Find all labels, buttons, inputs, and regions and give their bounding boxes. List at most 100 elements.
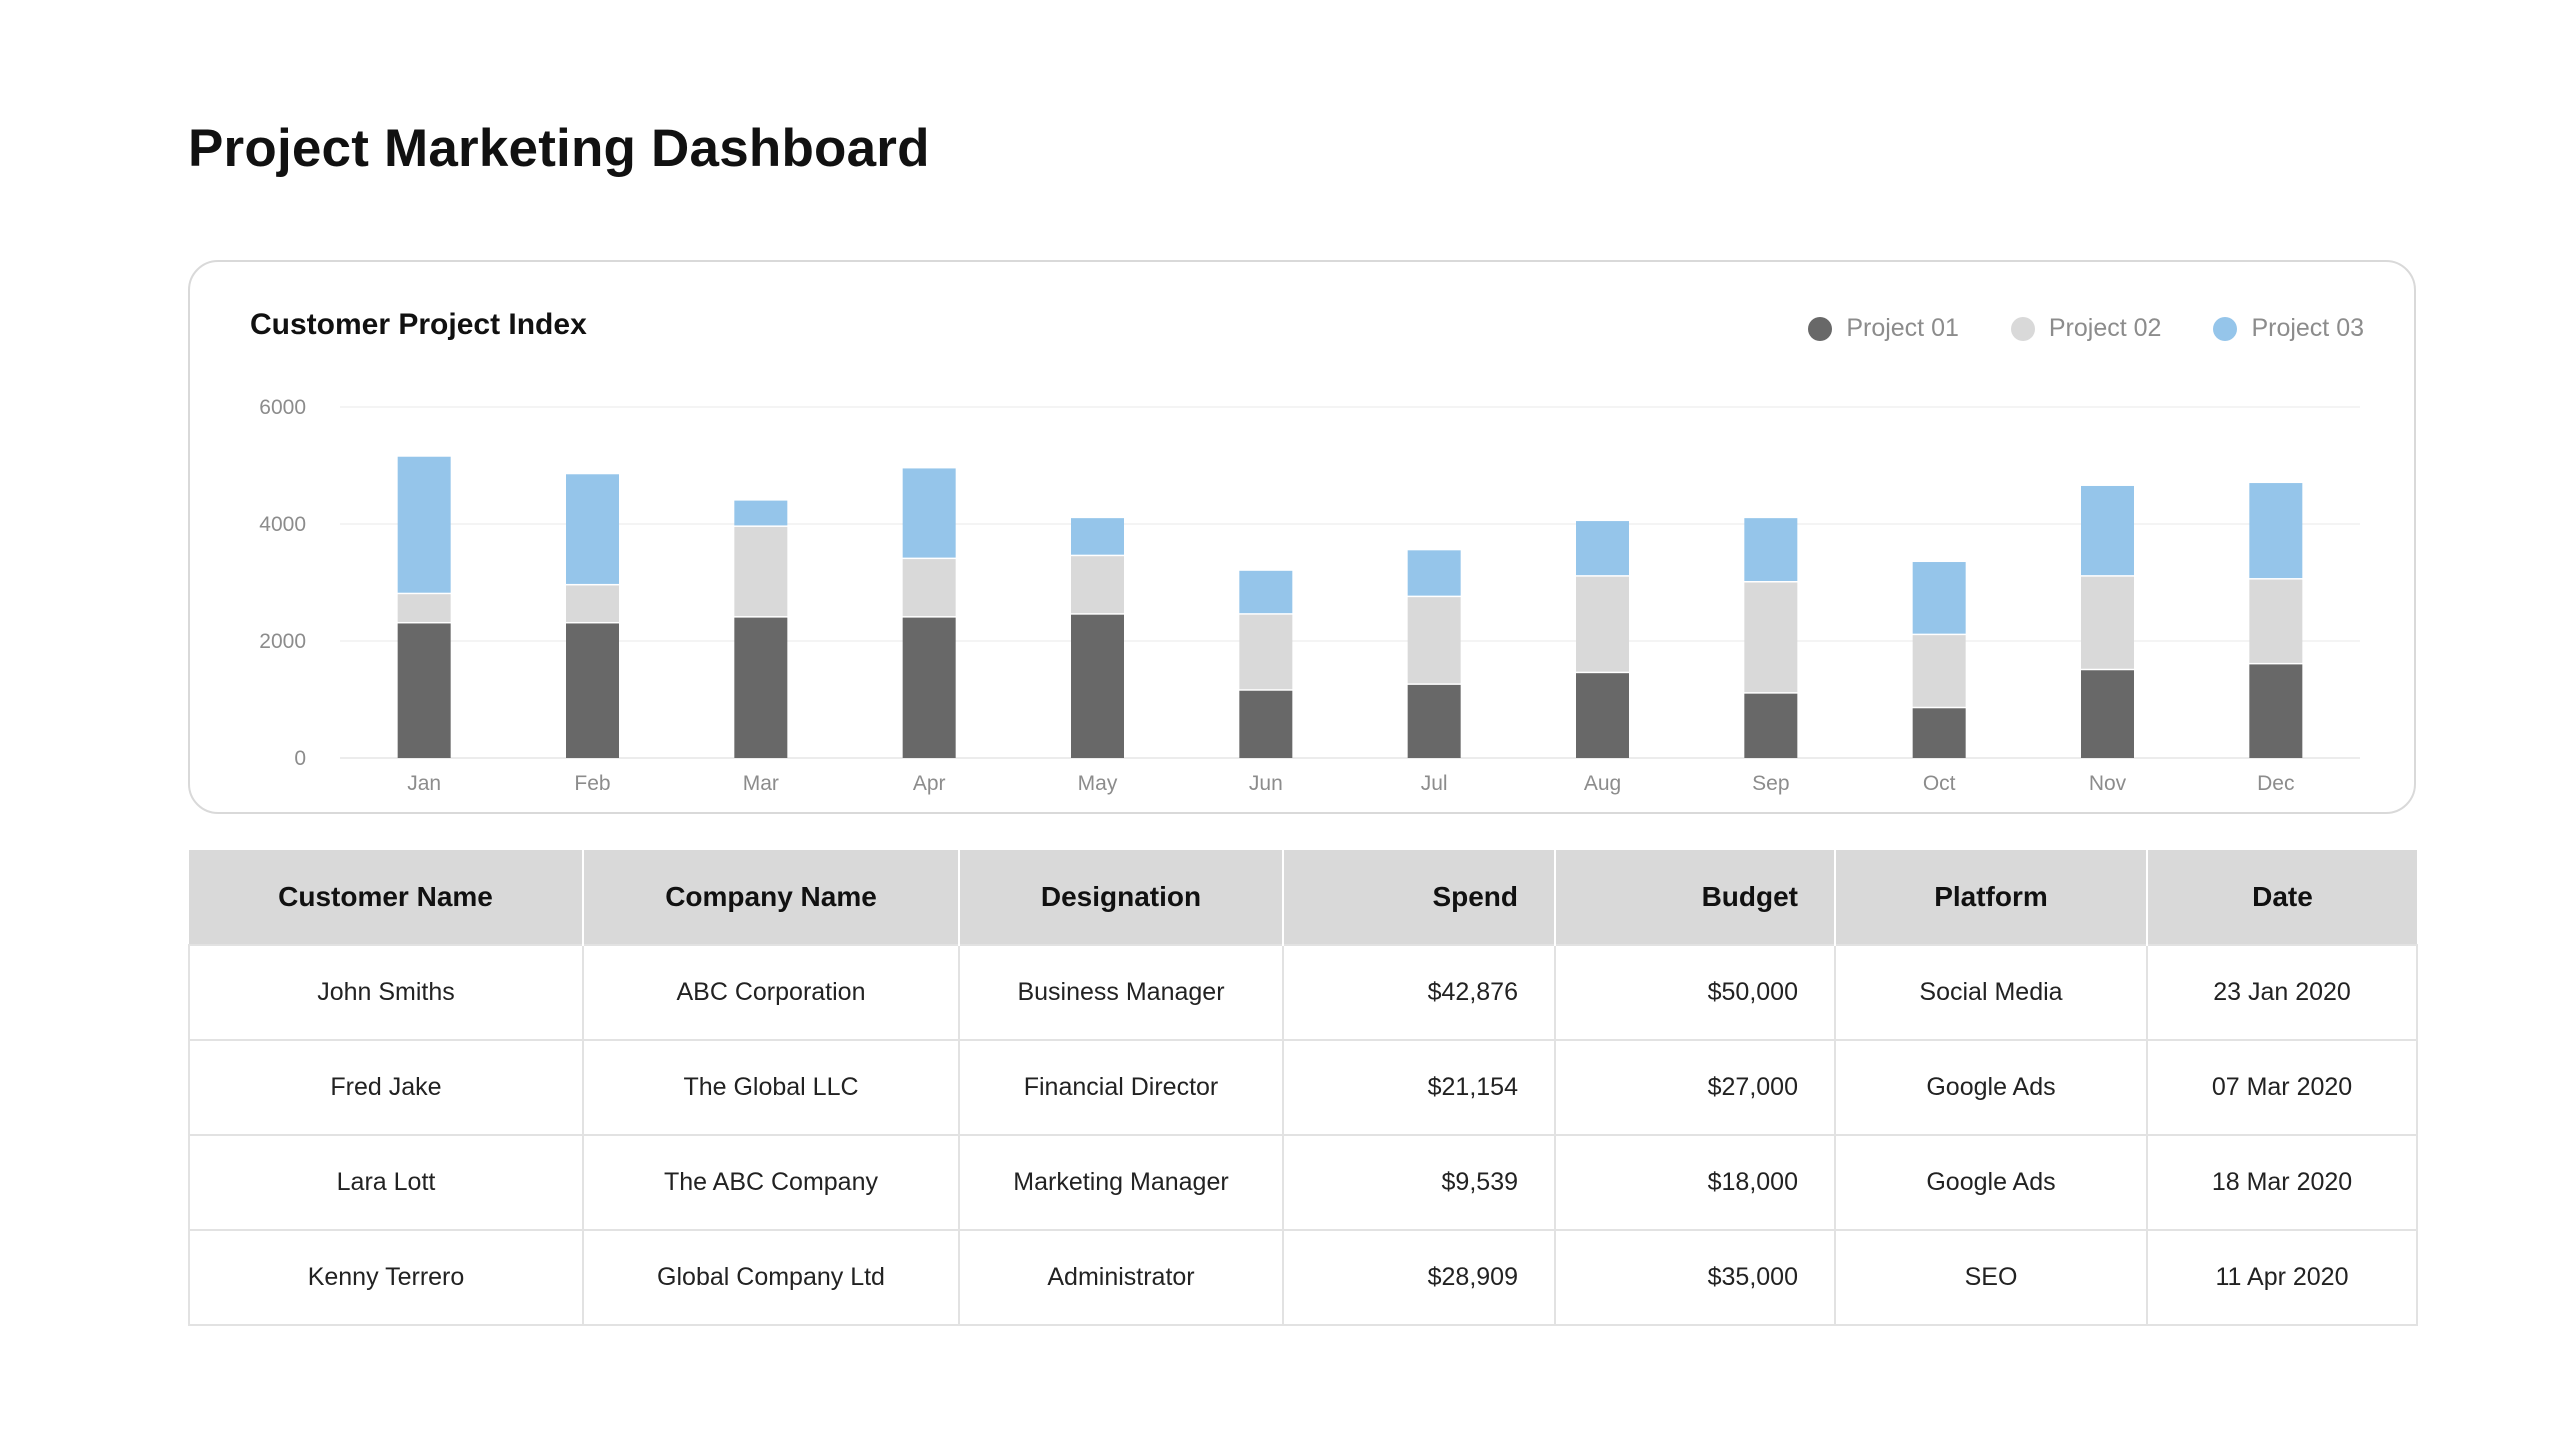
bar-project-03-feb[interactable] [566,474,619,584]
bar-project-03-nov[interactable] [2081,485,2134,576]
header-spend[interactable]: Spend [1282,850,1555,945]
table-row[interactable]: Lara Lott The ABC Company Marketing Mana… [188,1134,2418,1231]
bar-project-02-feb[interactable] [566,585,619,622]
bar-project-02-apr[interactable] [902,559,956,617]
cell-date: 18 Mar 2020 [2146,1134,2418,1231]
header-date[interactable]: Date [2146,850,2417,945]
x-tick-label: Nov [2089,772,2127,795]
bar-project-02-mar[interactable] [734,526,788,617]
cell-platform: Social Media [1834,944,2148,1041]
bar-project-01-jun[interactable] [1239,690,1293,758]
bar-project-02-sep[interactable] [1744,582,1798,693]
cell-budget: $35,000 [1554,1229,1836,1326]
bar-project-01-aug[interactable] [1576,673,1629,758]
bar-project-03-dec[interactable] [2249,483,2303,579]
x-tick-label: Sep [1752,772,1789,795]
legend-swatch-project-03 [2213,316,2238,341]
bar-project-01-jul[interactable] [1407,684,1461,758]
chart-card: Customer Project Index Project 01 Projec… [188,260,2416,814]
stacked-bar-chart: 0 2000 4000 6000 Jan Feb Mar Apr May Jun Jul Aug Se… [259,396,2360,795]
x-tick-label: Jan [407,772,441,795]
x-tick-label: Jun [1249,772,1283,795]
bar-project-02-jan[interactable] [397,594,451,622]
cell-platform: Google Ads [1834,1039,2148,1136]
bar-project-03-jul[interactable] [1407,550,1461,596]
bar-project-03-apr[interactable] [902,468,956,558]
header-designation[interactable]: Designation [958,850,1283,945]
bar-project-01-nov[interactable] [2081,670,2134,758]
bar-project-03-jan[interactable] [397,456,451,593]
bar-project-03-sep[interactable] [1744,518,1798,581]
cell-company-name: The ABC Company [582,1134,960,1231]
table-header-row: Customer Name Company Name Designation S… [189,850,2417,945]
x-tick-label: Feb [574,772,610,795]
bar-project-03-oct[interactable] [1912,562,1966,634]
legend-label-project-03: Project 03 [2251,314,2364,342]
cell-customer-name: Lara Lott [188,1134,584,1231]
cell-budget: $18,000 [1554,1134,1836,1231]
header-budget[interactable]: Budget [1554,850,1835,945]
x-tick-label: Dec [2257,772,2294,795]
cell-designation: Business Manager [958,944,1284,1041]
cell-customer-name: Fred Jake [188,1039,584,1136]
cell-company-name: ABC Corporation [582,944,960,1041]
cell-company-name: Global Company Ltd [582,1229,960,1326]
table-row[interactable]: John Smiths ABC Corporation Business Man… [188,944,2418,1041]
bar-project-02-oct[interactable] [1912,635,1966,707]
cell-customer-name: Kenny Terrero [188,1229,584,1326]
legend-swatch-project-02 [2010,316,2035,341]
table-row[interactable]: Fred Jake The Global LLC Financial Direc… [188,1039,2418,1136]
cell-spend: $9,539 [1282,1134,1556,1231]
legend-item-project-02[interactable]: Project 02 [2010,314,2162,343]
x-tick-label: Jul [1421,772,1448,795]
legend-label-project-01: Project 01 [1846,314,1959,342]
y-tick-label: 4000 [259,513,306,536]
bar-project-01-apr[interactable] [902,617,956,758]
cell-spend: $28,909 [1282,1229,1556,1326]
table-row[interactable]: Kenny Terrero Global Company Ltd Adminis… [188,1229,2418,1326]
cell-customer-name: John Smiths [188,944,584,1041]
bar-project-01-sep[interactable] [1744,693,1798,758]
legend-item-project-03[interactable]: Project 03 [2213,314,2364,343]
cell-designation: Administrator [958,1229,1284,1326]
y-tick-label: 6000 [259,396,306,419]
bar-project-03-jun[interactable] [1239,570,1293,614]
bar-project-01-may[interactable] [1071,614,1124,758]
bar-project-01-dec[interactable] [2249,664,2303,758]
bar-project-02-nov[interactable] [2081,576,2134,669]
bar-project-02-jun[interactable] [1239,614,1293,690]
bar-project-03-aug[interactable] [1576,521,1629,576]
bar-project-01-mar[interactable] [734,617,788,758]
bar-project-03-may[interactable] [1071,518,1124,555]
cell-budget: $50,000 [1554,944,1836,1041]
bar-project-01-jan[interactable] [397,623,451,758]
x-axis-ticks: Jan Feb Mar Apr May Jun Jul Aug Sep Oct Nov Dec [407,772,2294,795]
chart-title: Customer Project Index [250,308,587,341]
cell-date: 07 Mar 2020 [2146,1039,2418,1136]
cell-designation: Marketing Manager [958,1134,1284,1231]
header-platform[interactable]: Platform [1834,850,2147,945]
legend-swatch-project-01 [1808,316,1833,341]
bar-project-01-feb[interactable] [566,623,619,758]
cell-date: 23 Jan 2020 [2146,944,2418,1041]
cell-company-name: The Global LLC [582,1039,960,1136]
cell-spend: $42,876 [1282,944,1556,1041]
bar-project-02-aug[interactable] [1576,576,1629,672]
header-customer-name[interactable]: Customer Name [189,850,583,945]
bar-project-02-may[interactable] [1071,556,1124,614]
cell-spend: $21,154 [1282,1039,1556,1136]
legend-item-project-01[interactable]: Project 01 [1808,314,1959,343]
bar-project-03-mar[interactable] [734,500,788,526]
cell-date: 11 Apr 2020 [2146,1229,2418,1326]
header-company-name[interactable]: Company Name [582,850,959,945]
cell-budget: $27,000 [1554,1039,1836,1136]
bar-project-02-jul[interactable] [1407,597,1461,684]
x-tick-label: Mar [743,772,779,795]
customer-table: Customer Name Company Name Designation S… [188,850,2418,1326]
x-tick-label: Apr [913,772,946,795]
y-tick-label: 2000 [259,630,306,653]
legend-label-project-02: Project 02 [2048,314,2162,342]
bar-project-01-oct[interactable] [1912,708,1966,758]
cell-platform: Google Ads [1834,1134,2148,1231]
bar-project-02-dec[interactable] [2249,579,2303,663]
